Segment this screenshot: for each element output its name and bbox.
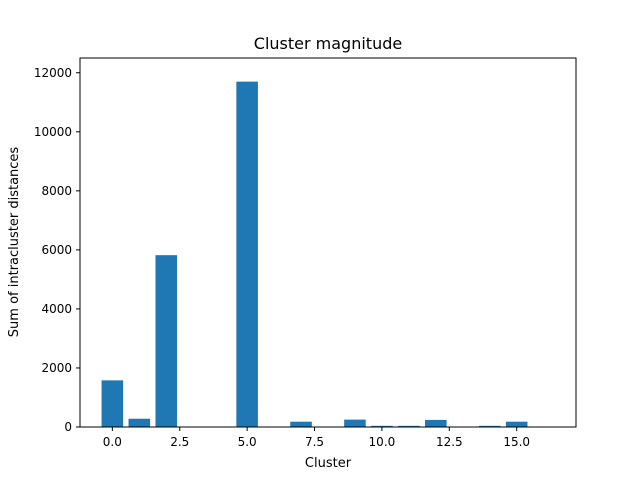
y-tick-label: 0 (64, 420, 72, 434)
bar-cluster-14 (478, 425, 501, 427)
bar-cluster-1 (128, 418, 151, 427)
x-tick-label: 15.0 (503, 435, 530, 449)
x-tick-label: 2.5 (170, 435, 189, 449)
x-tick-label: 0.0 (103, 435, 122, 449)
bar-cluster-0 (101, 380, 124, 427)
bar-cluster-10 (371, 425, 393, 427)
x-tick-label: 12.5 (436, 435, 463, 449)
bar-cluster-7 (290, 421, 312, 427)
y-tick-label: 10000 (34, 125, 72, 139)
y-axis-ticks: 0 2000 4000 6000 8000 10000 12000 (34, 66, 80, 434)
bar-cluster-15 (505, 421, 528, 427)
bar-cluster-9 (344, 419, 366, 427)
bar-cluster-5 (236, 81, 258, 428)
y-axis-label: Sum of intracluster distances (7, 147, 22, 338)
plot-frame (79, 57, 577, 428)
y-tick-label: 8000 (41, 184, 72, 198)
x-axis-label: Cluster (305, 456, 352, 471)
y-tick-label: 2000 (41, 361, 72, 375)
x-tick-label: 10.0 (369, 435, 396, 449)
bar-cluster-2 (155, 255, 178, 427)
y-tick-label: 6000 (41, 243, 72, 257)
bars-group (101, 81, 528, 428)
x-tick-label: 7.5 (305, 435, 324, 449)
y-tick-label: 4000 (41, 302, 72, 316)
bar-cluster-11 (398, 425, 420, 427)
x-tick-label: 5.0 (238, 435, 257, 449)
x-axis-ticks: 0.0 2.5 5.0 7.5 10.0 12.5 15.0 (103, 427, 530, 449)
y-tick-label: 12000 (34, 66, 72, 80)
bar-cluster-12 (425, 419, 447, 427)
chart-title: Cluster magnitude (254, 34, 402, 53)
